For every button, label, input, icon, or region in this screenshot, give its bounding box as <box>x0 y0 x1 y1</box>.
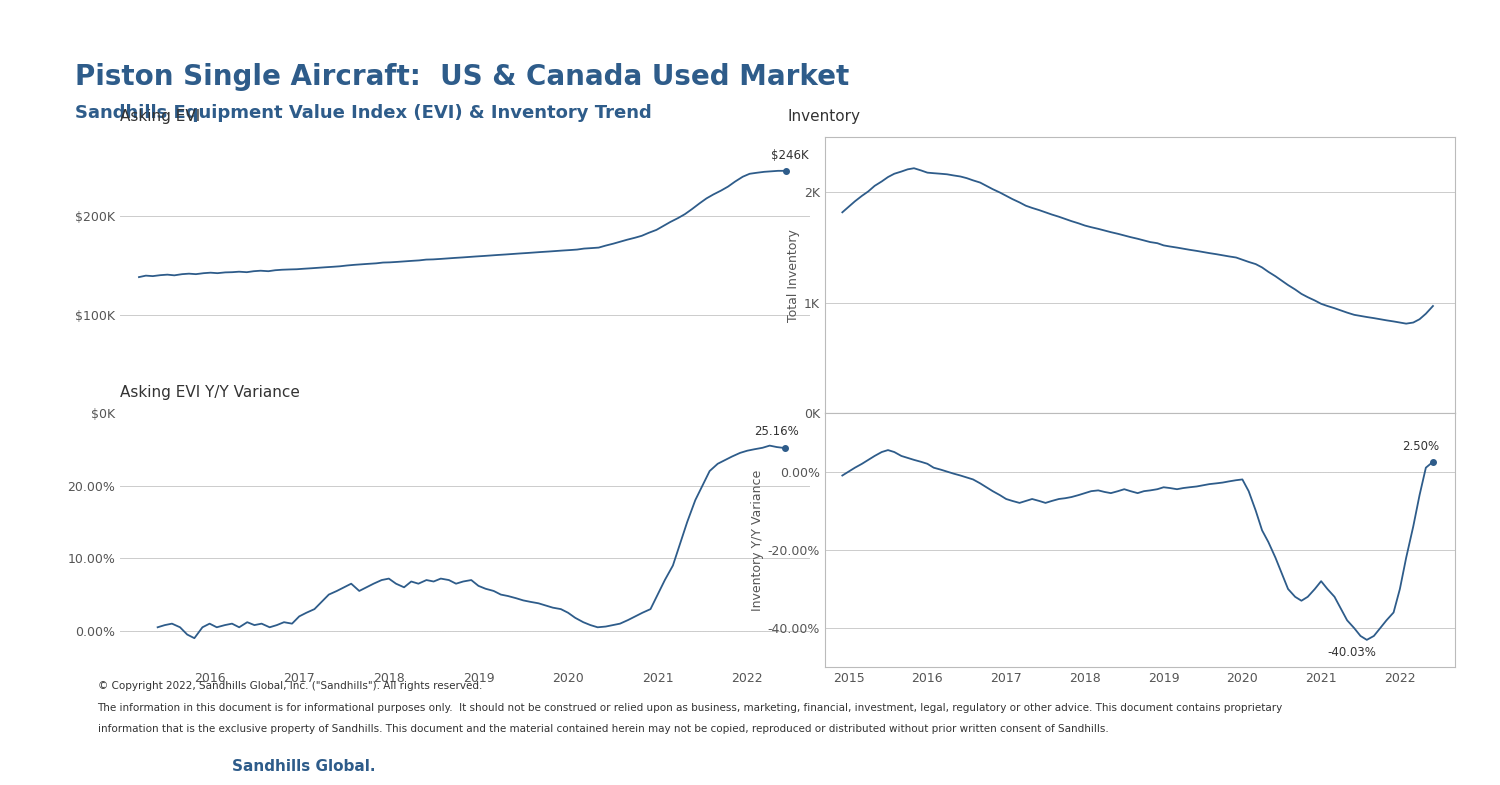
Y-axis label: Total Inventory: Total Inventory <box>788 228 800 322</box>
Text: -40.03%: -40.03% <box>1328 645 1377 659</box>
Text: Inventory: Inventory <box>788 108 859 123</box>
Text: © Copyright 2022, Sandhills Global, Inc. ("Sandhills"). All rights reserved.: © Copyright 2022, Sandhills Global, Inc.… <box>98 681 482 692</box>
Text: Sandhills Equipment Value Index (EVI) & Inventory Trend: Sandhills Equipment Value Index (EVI) & … <box>75 104 651 122</box>
Text: 2.50%: 2.50% <box>1402 440 1440 453</box>
Text: Sandhills Global.: Sandhills Global. <box>232 759 376 774</box>
Text: information that is the exclusive property of Sandhills. This document and the m: information that is the exclusive proper… <box>98 724 1108 734</box>
Text: $246K: $246K <box>771 149 808 162</box>
Text: 25.16%: 25.16% <box>754 425 800 438</box>
Text: Asking EVI Y/Y Variance: Asking EVI Y/Y Variance <box>120 385 300 400</box>
Text: Piston Single Aircraft:  US & Canada Used Market: Piston Single Aircraft: US & Canada Used… <box>75 63 849 91</box>
Y-axis label: Inventory Y/Y Variance: Inventory Y/Y Variance <box>750 469 764 611</box>
Text: The information in this document is for informational purposes only.  It should : The information in this document is for … <box>98 703 1282 713</box>
Text: Asking EVI: Asking EVI <box>120 108 201 123</box>
